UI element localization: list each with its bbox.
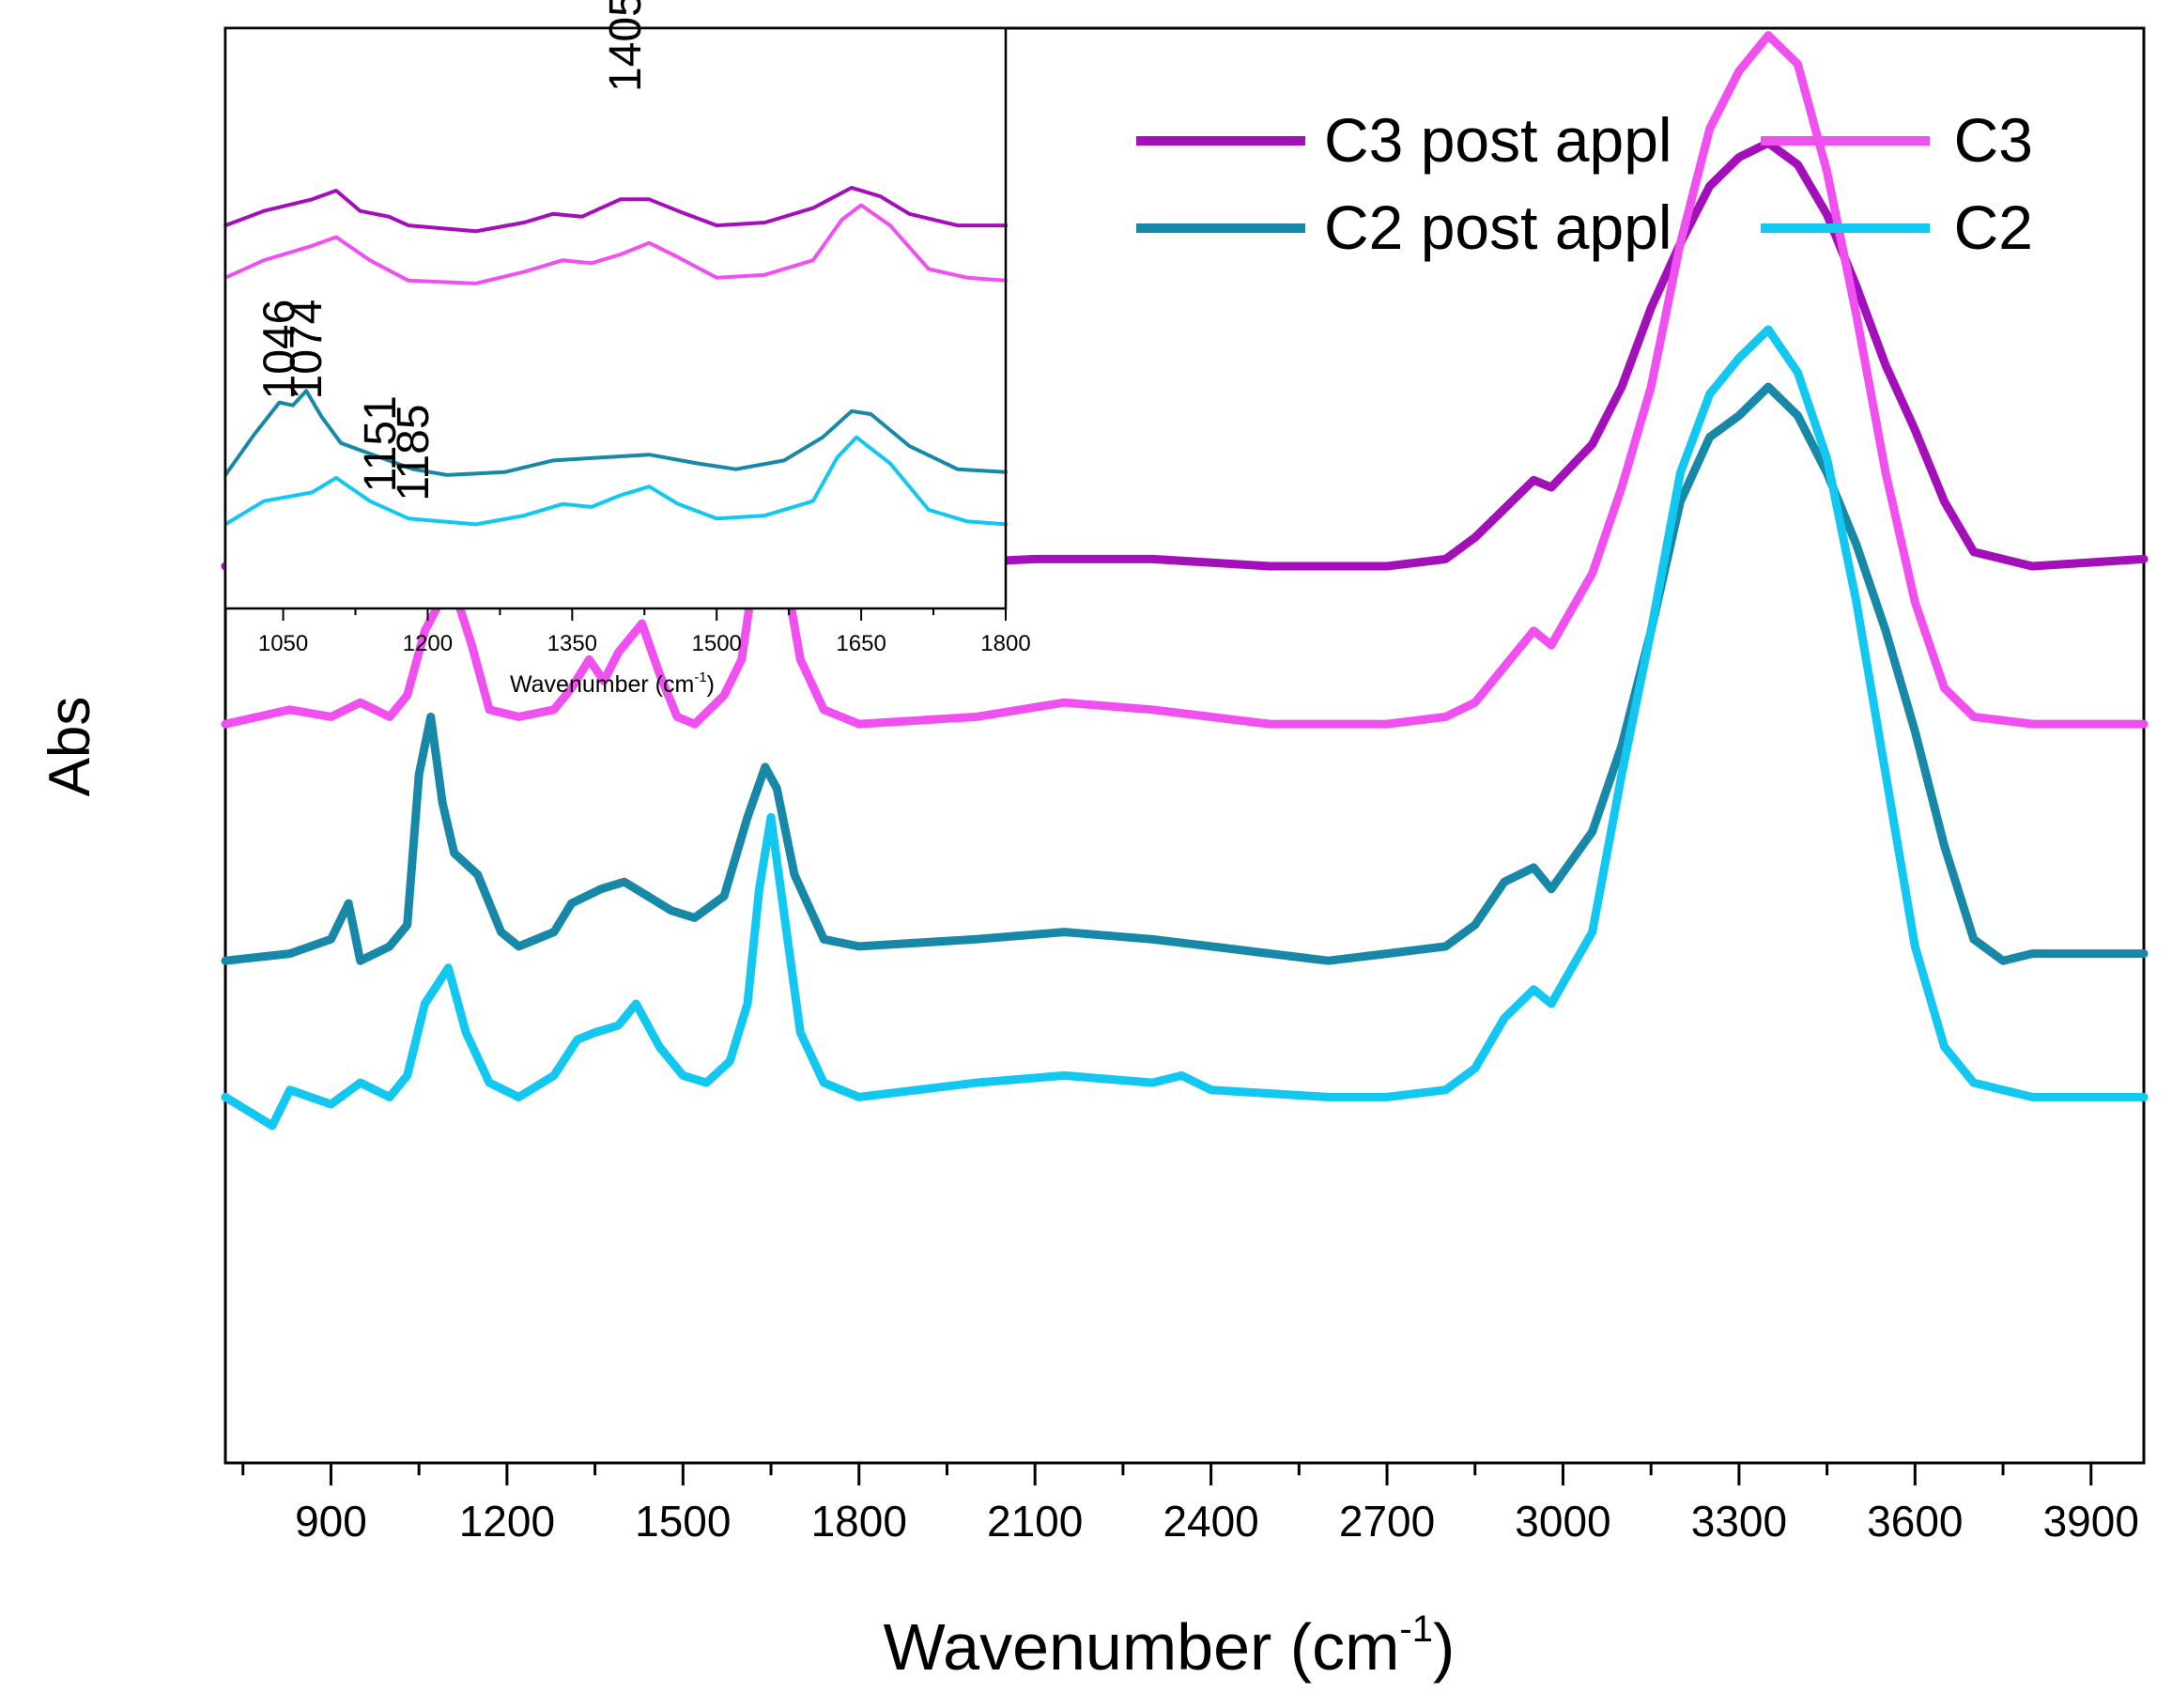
legend: C3 post appl C3 C2 post appl C2 [1136, 105, 2033, 262]
main-series-line-c2-post-appl [221, 382, 2149, 965]
main-series-line-c3 [221, 31, 2149, 729]
inset-x-tick-label: 1200 [403, 631, 453, 656]
inset-x-tick-label: 1650 [836, 631, 886, 656]
x-axis-label-close: ) [1433, 1610, 1455, 1684]
inset-x-tick-label: 1500 [692, 631, 742, 656]
y-axis-label: Abs [38, 697, 102, 797]
inset-x-ticks [282, 608, 1007, 621]
main-plot-frame [223, 26, 2146, 1465]
main-x-tick-label: 2100 [987, 1497, 1083, 1546]
inset-x-tick-label: 1800 [980, 631, 1030, 656]
main-x-tick-label: 3300 [1691, 1497, 1787, 1546]
inset-series-line-c2-post-appl [223, 389, 1008, 477]
inset-series-line-c2 [223, 435, 1008, 527]
peak-label-1046: 1046 [255, 300, 305, 400]
inset-x-tick-label: 1050 [258, 631, 308, 656]
main-x-tick-label: 1200 [459, 1497, 555, 1546]
legend-label-c3-post-appl: C3 post appl [1324, 105, 1672, 175]
main-x-tick-label: 3900 [2043, 1497, 2139, 1546]
inset-series-line-c3-post-appl [223, 185, 1008, 234]
legend-label-c2: C2 [1954, 192, 2033, 262]
main-x-tick-label: 1800 [811, 1497, 907, 1546]
main-x-tick-label: 1500 [635, 1497, 731, 1546]
peak-label-1405: 1405 [601, 0, 651, 92]
peak-label-1185: 1185 [389, 404, 439, 500]
inset-x-axis-label-main: Wavenumber (cm [510, 671, 694, 698]
main-x-tick-label: 2700 [1339, 1497, 1435, 1546]
legend-label-c2-post-appl: C2 post appl [1324, 192, 1672, 262]
inset-x-tick-label: 1350 [547, 631, 597, 656]
inset-series-group [223, 185, 1008, 527]
x-axis-label-superscript: -1 [1399, 1608, 1433, 1650]
peak-label-1151: 1151 [356, 395, 406, 492]
main-x-tick-label: 2400 [1163, 1497, 1258, 1546]
main-x-tick-label: 900 [295, 1497, 367, 1546]
main-x-ticks [241, 1463, 2093, 1485]
main-x-tick-label: 3000 [1515, 1497, 1610, 1546]
inset-series-line-c3 [223, 203, 1008, 285]
inset-background [225, 28, 1006, 608]
main-x-tick-labels: 900 1200 1500 1800 2100 2400 2700 3000 3300 3600 3… [295, 1497, 2139, 1546]
main-x-tick-label: 3600 [1867, 1497, 1963, 1546]
main-series-line-c2 [221, 325, 2149, 1131]
inset-x-axis-label-close: ) [707, 671, 715, 698]
inset-x-axis-label-superscript: -1 [694, 669, 706, 685]
inset-plot-frame [223, 26, 1008, 610]
main-plot: 900 1200 1500 1800 2100 2400 2700 3000 3300 3600 3… [38, 26, 2149, 1684]
x-axis-label: Wavenumber (cm-1) [884, 1608, 1456, 1684]
legend-label-c3: C3 [1954, 105, 2033, 175]
inset-x-axis-label: Wavenumber (cm-1) [510, 669, 715, 698]
x-axis-label-main: Wavenumber (cm [884, 1610, 1400, 1684]
peak-label-1074: 1074 [282, 300, 331, 400]
inset-x-tick-labels: 1050 1200 1350 1500 1650 1800 [258, 631, 1031, 656]
